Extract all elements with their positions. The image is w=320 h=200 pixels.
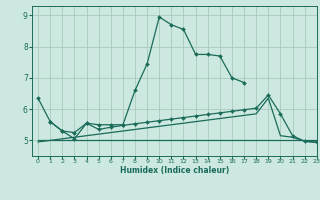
X-axis label: Humidex (Indice chaleur): Humidex (Indice chaleur) xyxy=(120,166,229,175)
